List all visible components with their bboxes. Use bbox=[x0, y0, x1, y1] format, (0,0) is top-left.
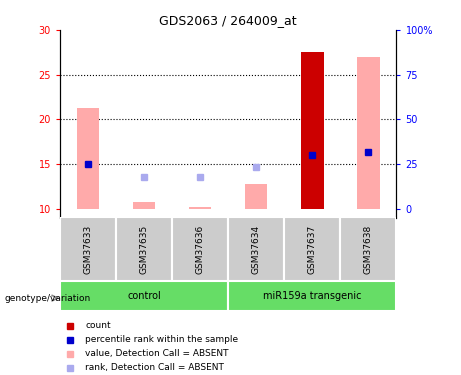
Bar bbox=[133, 202, 155, 208]
Bar bbox=[340, 217, 396, 281]
Bar bbox=[301, 53, 324, 208]
Bar bbox=[77, 108, 99, 208]
Bar bbox=[228, 217, 284, 281]
Text: value, Detection Call = ABSENT: value, Detection Call = ABSENT bbox=[85, 350, 229, 358]
Bar bbox=[60, 217, 116, 281]
Text: GSM37636: GSM37636 bbox=[195, 225, 205, 274]
Text: GSM37638: GSM37638 bbox=[364, 225, 373, 274]
Text: genotype/variation: genotype/variation bbox=[5, 294, 91, 303]
Bar bbox=[228, 281, 396, 311]
Title: GDS2063 / 264009_at: GDS2063 / 264009_at bbox=[160, 15, 297, 27]
Text: GSM37635: GSM37635 bbox=[140, 225, 148, 274]
Bar bbox=[116, 217, 172, 281]
Bar bbox=[189, 207, 211, 209]
Text: percentile rank within the sample: percentile rank within the sample bbox=[85, 335, 238, 344]
Bar bbox=[284, 217, 340, 281]
Text: count: count bbox=[85, 321, 111, 330]
Text: control: control bbox=[127, 291, 161, 301]
Text: rank, Detection Call = ABSENT: rank, Detection Call = ABSENT bbox=[85, 363, 224, 372]
Bar bbox=[172, 217, 228, 281]
Text: GSM37633: GSM37633 bbox=[83, 225, 93, 274]
Text: GSM37634: GSM37634 bbox=[252, 225, 261, 274]
Text: GSM37637: GSM37637 bbox=[308, 225, 317, 274]
Bar bbox=[357, 57, 379, 208]
Bar bbox=[245, 184, 267, 209]
Bar bbox=[60, 281, 228, 311]
Text: miR159a transgenic: miR159a transgenic bbox=[263, 291, 361, 301]
